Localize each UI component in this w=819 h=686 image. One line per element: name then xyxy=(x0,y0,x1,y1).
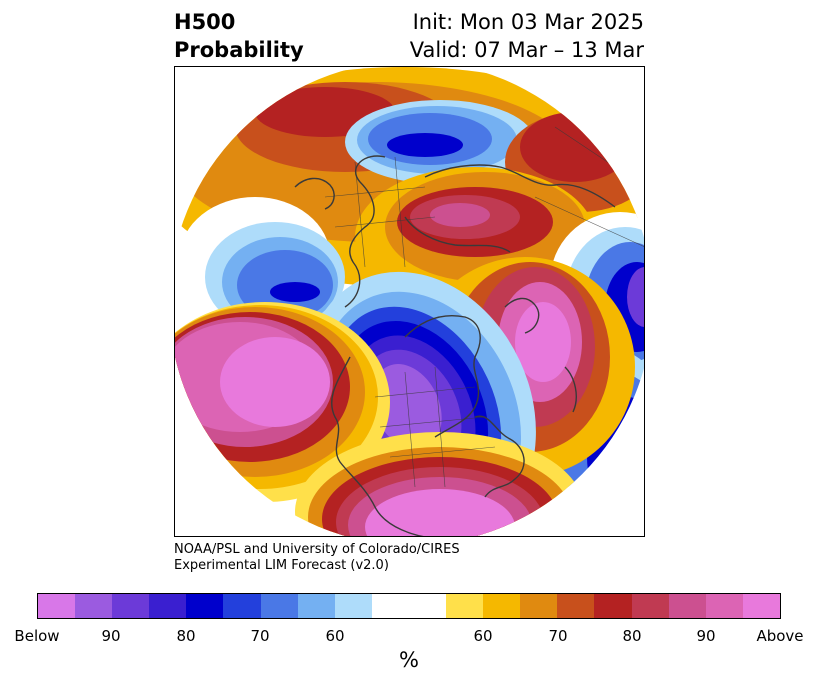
colorbar xyxy=(37,593,781,619)
colorbar-swatch xyxy=(742,594,780,618)
coastline xyxy=(504,297,540,334)
contour-region xyxy=(365,489,515,536)
coastline xyxy=(404,216,511,253)
border-lines xyxy=(324,126,644,488)
coastline xyxy=(294,177,335,210)
probability-map xyxy=(174,66,645,537)
credit: NOAA/PSL and University of Colorado/CIRE… xyxy=(174,542,460,574)
contour-region xyxy=(515,302,571,382)
colorbar-swatch xyxy=(260,594,298,618)
tick-label: 90 xyxy=(696,627,716,645)
contour-region xyxy=(520,112,630,182)
colorbar-swatch xyxy=(149,594,187,618)
title-line-1: H500 xyxy=(174,10,236,34)
coastline xyxy=(474,415,525,498)
colorbar-unit: % xyxy=(399,648,419,672)
colorbar-swatch xyxy=(594,594,632,618)
credit-line-2: Experimental LIM Forecast (v2.0) xyxy=(174,558,389,573)
field-layer xyxy=(175,67,644,536)
coastline xyxy=(564,366,577,413)
colorbar-swatch xyxy=(557,594,595,618)
contour-region xyxy=(372,364,442,450)
colorbar-swatch xyxy=(446,594,484,618)
map-title: H500 Probability xyxy=(174,8,304,64)
contour-region xyxy=(430,203,490,227)
colorbar-swatch xyxy=(371,594,409,618)
colorbar-swatch xyxy=(297,594,335,618)
coastline xyxy=(344,155,386,308)
credit-line-1: NOAA/PSL and University of Colorado/CIRE… xyxy=(174,542,460,557)
init-date: Init: Mon 03 Mar 2025 xyxy=(412,10,644,34)
colorbar-swatch xyxy=(186,594,224,618)
map-svg xyxy=(175,67,644,536)
colorbar-swatch xyxy=(705,594,743,618)
contour-region xyxy=(387,133,463,157)
coastline xyxy=(374,366,496,488)
valid-range: Valid: 07 Mar – 13 Mar xyxy=(409,38,644,62)
colorbar-swatch xyxy=(223,594,261,618)
tick-label: 70 xyxy=(548,627,568,645)
tick-label: 60 xyxy=(473,627,493,645)
tick-label: 80 xyxy=(176,627,196,645)
tick-label: 90 xyxy=(101,627,121,645)
colorbar-swatch xyxy=(668,594,706,618)
colorbar-swatch xyxy=(520,594,558,618)
colorbar-swatch xyxy=(334,594,372,618)
coastline xyxy=(324,156,436,268)
coastline xyxy=(331,356,436,536)
colorbar-swatch xyxy=(75,594,113,618)
tick-label: 80 xyxy=(622,627,642,645)
coastline xyxy=(424,164,616,208)
anomaly-siberia-cold xyxy=(345,100,535,184)
coastline xyxy=(594,106,631,153)
colorbar-swatch xyxy=(112,594,150,618)
title-line-2: Probability xyxy=(174,38,304,62)
tick-label: Below xyxy=(14,627,60,645)
colorbar-swatch xyxy=(408,594,447,618)
colorbar-swatch xyxy=(483,594,521,618)
colorbar-swatch xyxy=(38,594,76,618)
contour-region xyxy=(270,282,320,302)
tick-label: Above xyxy=(756,627,804,645)
contour-region xyxy=(627,267,644,327)
coastline xyxy=(404,315,481,438)
forecast-dates: Init: Mon 03 Mar 2025 Valid: 07 Mar – 13… xyxy=(410,8,644,64)
tick-label: 60 xyxy=(325,627,345,645)
tick-label: 70 xyxy=(250,627,270,645)
colorbar-swatch xyxy=(631,594,669,618)
contour-region xyxy=(220,337,330,427)
